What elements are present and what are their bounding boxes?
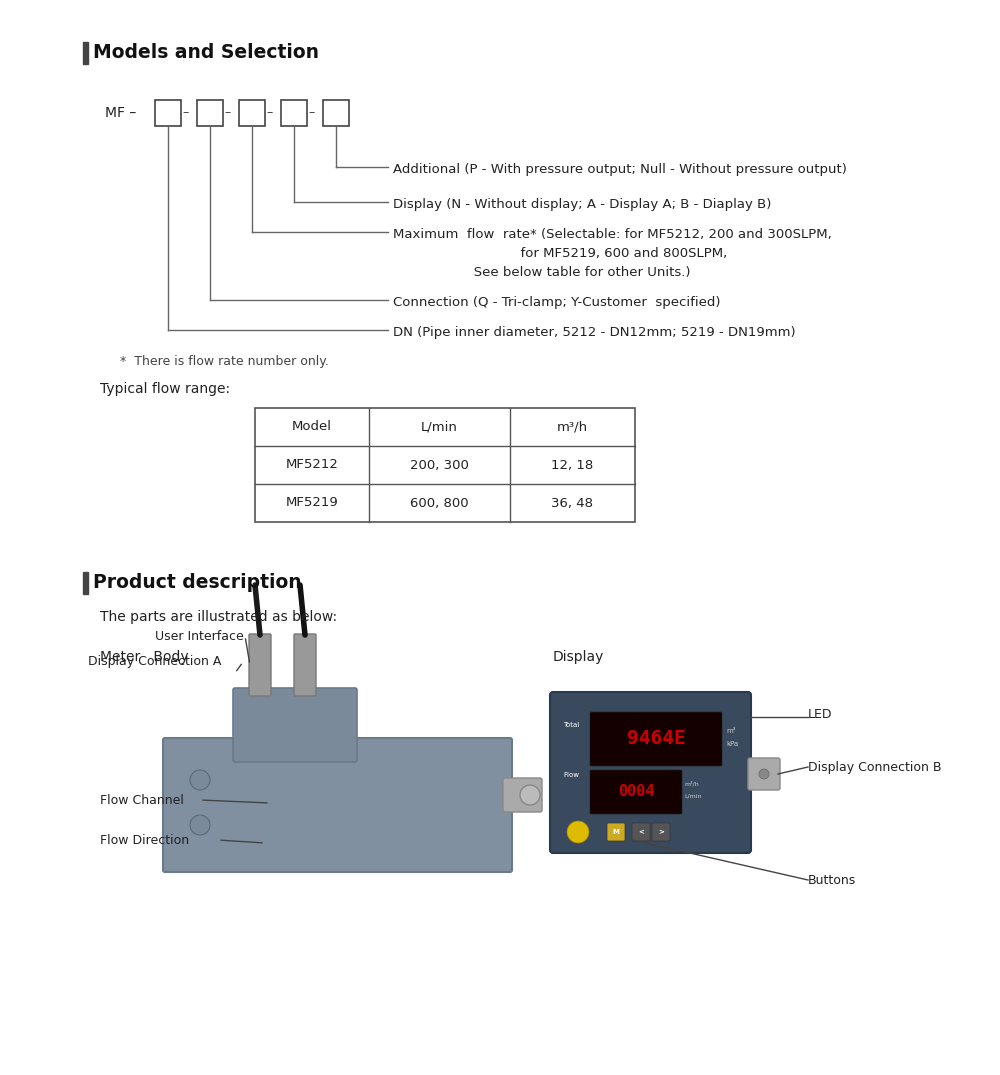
Text: Additional (P - With pressure output; Null - Without pressure output): Additional (P - With pressure output; Nu… (393, 163, 847, 176)
Text: 0004: 0004 (618, 785, 654, 800)
Bar (83, 42, 88, 64)
Text: Total: Total (563, 722, 579, 728)
Circle shape (759, 769, 769, 779)
Text: Model: Model (292, 420, 332, 433)
Text: M: M (613, 829, 619, 835)
Text: –: – (182, 106, 188, 119)
Text: Flow Channel: Flow Channel (100, 793, 184, 806)
FancyBboxPatch shape (294, 634, 316, 696)
Text: 9464E: 9464E (627, 730, 685, 748)
FancyBboxPatch shape (550, 692, 751, 852)
FancyBboxPatch shape (632, 823, 650, 841)
Text: *  There is flow rate number only.: * There is flow rate number only. (120, 355, 329, 368)
FancyBboxPatch shape (233, 688, 357, 762)
Text: MF5219: MF5219 (286, 497, 338, 510)
Text: Flow: Flow (563, 772, 579, 778)
Bar (155, 100, 181, 126)
Circle shape (567, 821, 589, 843)
Text: User Interface: User Interface (155, 630, 244, 643)
Text: Maximum  flow  rate* (Selectable: for MF5212, 200 and 300SLPM,
                 : Maximum flow rate* (Selectable: for MF52… (393, 228, 832, 280)
Text: Display: Display (553, 650, 604, 664)
Text: –: – (308, 106, 314, 119)
Circle shape (190, 770, 210, 790)
Text: –: – (266, 106, 272, 119)
Text: m³/h: m³/h (684, 782, 699, 787)
Bar (197, 100, 223, 126)
Text: L/min: L/min (421, 420, 458, 433)
Circle shape (190, 815, 210, 835)
Text: L/min: L/min (684, 793, 702, 798)
Text: Flow Direction: Flow Direction (100, 833, 189, 846)
Text: Product description: Product description (93, 573, 302, 592)
Text: <: < (638, 829, 644, 835)
Text: –: – (224, 106, 230, 119)
Text: Display Connection B: Display Connection B (808, 760, 942, 774)
Text: Models and Selection: Models and Selection (93, 43, 319, 62)
Bar (239, 100, 265, 126)
FancyBboxPatch shape (590, 712, 722, 766)
Text: Buttons: Buttons (808, 874, 856, 887)
Text: >: > (658, 829, 664, 835)
FancyBboxPatch shape (607, 823, 625, 841)
Bar (255, 408, 635, 522)
Text: m³/h: m³/h (557, 420, 588, 433)
Bar (83, 572, 88, 594)
Text: kPa: kPa (726, 741, 738, 747)
Text: The parts are illustrated as below:: The parts are illustrated as below: (100, 610, 337, 624)
FancyBboxPatch shape (748, 758, 780, 790)
Bar (281, 100, 307, 126)
FancyBboxPatch shape (652, 823, 670, 841)
FancyBboxPatch shape (163, 739, 512, 872)
Text: 200, 300: 200, 300 (410, 459, 469, 472)
FancyBboxPatch shape (590, 770, 682, 814)
Text: Typical flow range:: Typical flow range: (100, 382, 230, 396)
FancyBboxPatch shape (249, 634, 271, 696)
FancyBboxPatch shape (503, 778, 542, 812)
Text: Display (N - Without display; A - Display A; B - Diaplay B): Display (N - Without display; A - Displa… (393, 198, 771, 211)
Bar (323, 100, 349, 126)
Text: Connection (Q - Tri-clamp; Y-Customer  specified): Connection (Q - Tri-clamp; Y-Customer sp… (393, 296, 720, 309)
Text: LED: LED (808, 708, 832, 721)
Text: Meter   Body: Meter Body (100, 650, 189, 664)
Text: m³: m³ (726, 728, 736, 734)
Text: MF5212: MF5212 (286, 459, 338, 472)
Text: DN (Pipe inner diameter, 5212 - DN12mm; 5219 - DN19mm): DN (Pipe inner diameter, 5212 - DN12mm; … (393, 326, 796, 339)
Text: 600, 800: 600, 800 (410, 497, 469, 510)
Circle shape (520, 785, 540, 805)
Text: 36, 48: 36, 48 (551, 497, 593, 510)
Text: MF –: MF – (105, 106, 136, 120)
Text: 12, 18: 12, 18 (551, 459, 593, 472)
Text: Display Connection A: Display Connection A (88, 656, 221, 669)
